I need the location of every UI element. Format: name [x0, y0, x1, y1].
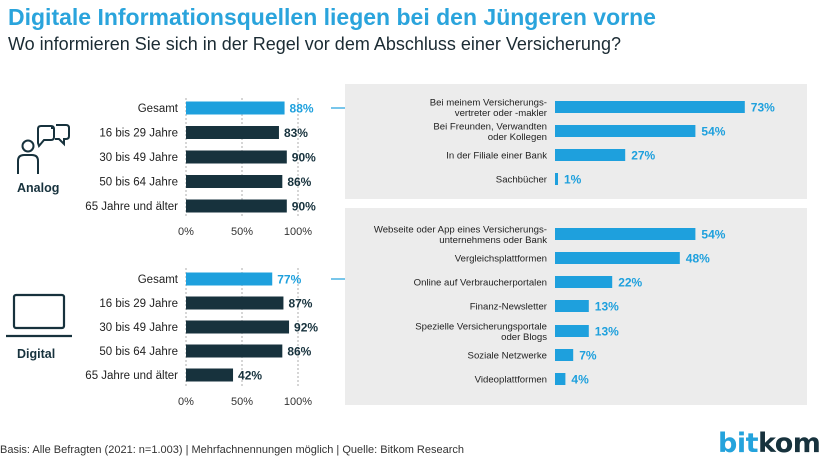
bar: [186, 199, 287, 213]
bar: [186, 150, 287, 164]
data-label: 88%: [290, 102, 314, 116]
bar: [555, 349, 574, 361]
data-label: 90%: [292, 151, 316, 165]
bar: [555, 276, 613, 288]
x-tick-label: 100%: [284, 226, 312, 238]
category-label: Webseite oder App eines Versicherungs-un…: [374, 224, 547, 246]
data-label: 54%: [701, 125, 725, 139]
bar: [186, 126, 279, 139]
category-label: Gesamt: [138, 274, 179, 286]
data-label: 48%: [686, 252, 710, 266]
bar: [555, 373, 566, 385]
bar: [555, 252, 680, 264]
data-label: 87%: [288, 297, 312, 311]
bar: [186, 368, 234, 382]
data-label: 77%: [277, 273, 301, 287]
category-label: Gesamt: [138, 103, 179, 115]
logo-part-bit: bit: [718, 428, 759, 459]
data-label: 42%: [238, 369, 262, 383]
bar: [555, 101, 745, 113]
bar: [555, 125, 696, 137]
category-label: Sachbücher: [496, 175, 548, 186]
bar: [555, 173, 558, 185]
data-label: 86%: [287, 175, 311, 189]
category-label: Bei Freunden, Verwandten oder Kollegen: [433, 121, 547, 143]
category-label: 65 Jahre und älter: [85, 201, 178, 213]
data-label: 13%: [595, 325, 619, 339]
bar: [555, 325, 589, 337]
category-label: Bei meinem Versicherungs-vertreter oder …: [430, 97, 548, 119]
laptop-icon: [6, 293, 72, 338]
bitkom-logo: bitkom: [718, 428, 820, 459]
category-label: 50 bis 64 Jahre: [99, 346, 178, 358]
category-label: Videoplattformen: [475, 375, 547, 386]
bar: [186, 101, 285, 115]
digital-group-label: Digital: [17, 347, 55, 361]
bar: [186, 344, 283, 358]
bar: [555, 149, 626, 161]
chart-subtitle: Wo informieren Sie sich in der Regel vor…: [8, 34, 621, 54]
category-label: Finanz-Newsletter: [470, 302, 548, 313]
category-label: Spezielle Versicherungsportale oder Blogs: [415, 321, 547, 343]
data-label: 90%: [292, 200, 316, 214]
bar: [555, 300, 589, 312]
category-label: 30 bis 49 Jahre: [99, 152, 178, 164]
x-tick-label: 0%: [178, 226, 194, 238]
data-label: 22%: [618, 276, 642, 290]
data-label: 1%: [564, 173, 582, 187]
category-label: Vergleichsplattformen: [455, 254, 547, 265]
category-label: 16 bis 29 Jahre: [99, 298, 178, 310]
chart-title: Digitale Informationsquellen liegen bei …: [8, 4, 656, 30]
x-tick-label: 0%: [178, 396, 194, 408]
footer-source-note: Basis: Alle Befragten (2021: n=1.003) | …: [0, 444, 465, 456]
category-label: In der Filiale einer Bank: [446, 151, 547, 162]
data-label: 83%: [284, 126, 308, 140]
bar: [555, 228, 696, 240]
category-label: Online auf Verbraucherportalen: [414, 278, 547, 289]
data-label: 4%: [571, 373, 589, 387]
x-tick-label: 50%: [231, 226, 253, 238]
x-tick-label: 100%: [284, 396, 312, 408]
category-label: 50 bis 64 Jahre: [99, 177, 178, 189]
analog-group-label: Analog: [17, 181, 59, 195]
chat-person-icon: [17, 124, 70, 174]
category-label: 16 bis 29 Jahre: [99, 128, 178, 140]
x-tick-label: 50%: [231, 396, 253, 408]
data-label: 13%: [595, 300, 619, 314]
data-label: 73%: [751, 101, 775, 115]
logo-part-kom: kom: [758, 428, 820, 459]
bar: [186, 296, 284, 310]
bar: [186, 320, 290, 334]
data-label: 27%: [631, 149, 655, 163]
category-label: 65 Jahre und älter: [85, 370, 178, 382]
data-label: 54%: [701, 228, 725, 242]
bar: [186, 175, 283, 188]
data-label: 86%: [287, 345, 311, 359]
category-label: Soziale Netzwerke: [468, 351, 547, 362]
bar: [186, 272, 273, 286]
data-label: 7%: [579, 349, 597, 363]
data-label: 92%: [294, 321, 318, 335]
category-label: 30 bis 49 Jahre: [99, 322, 178, 334]
